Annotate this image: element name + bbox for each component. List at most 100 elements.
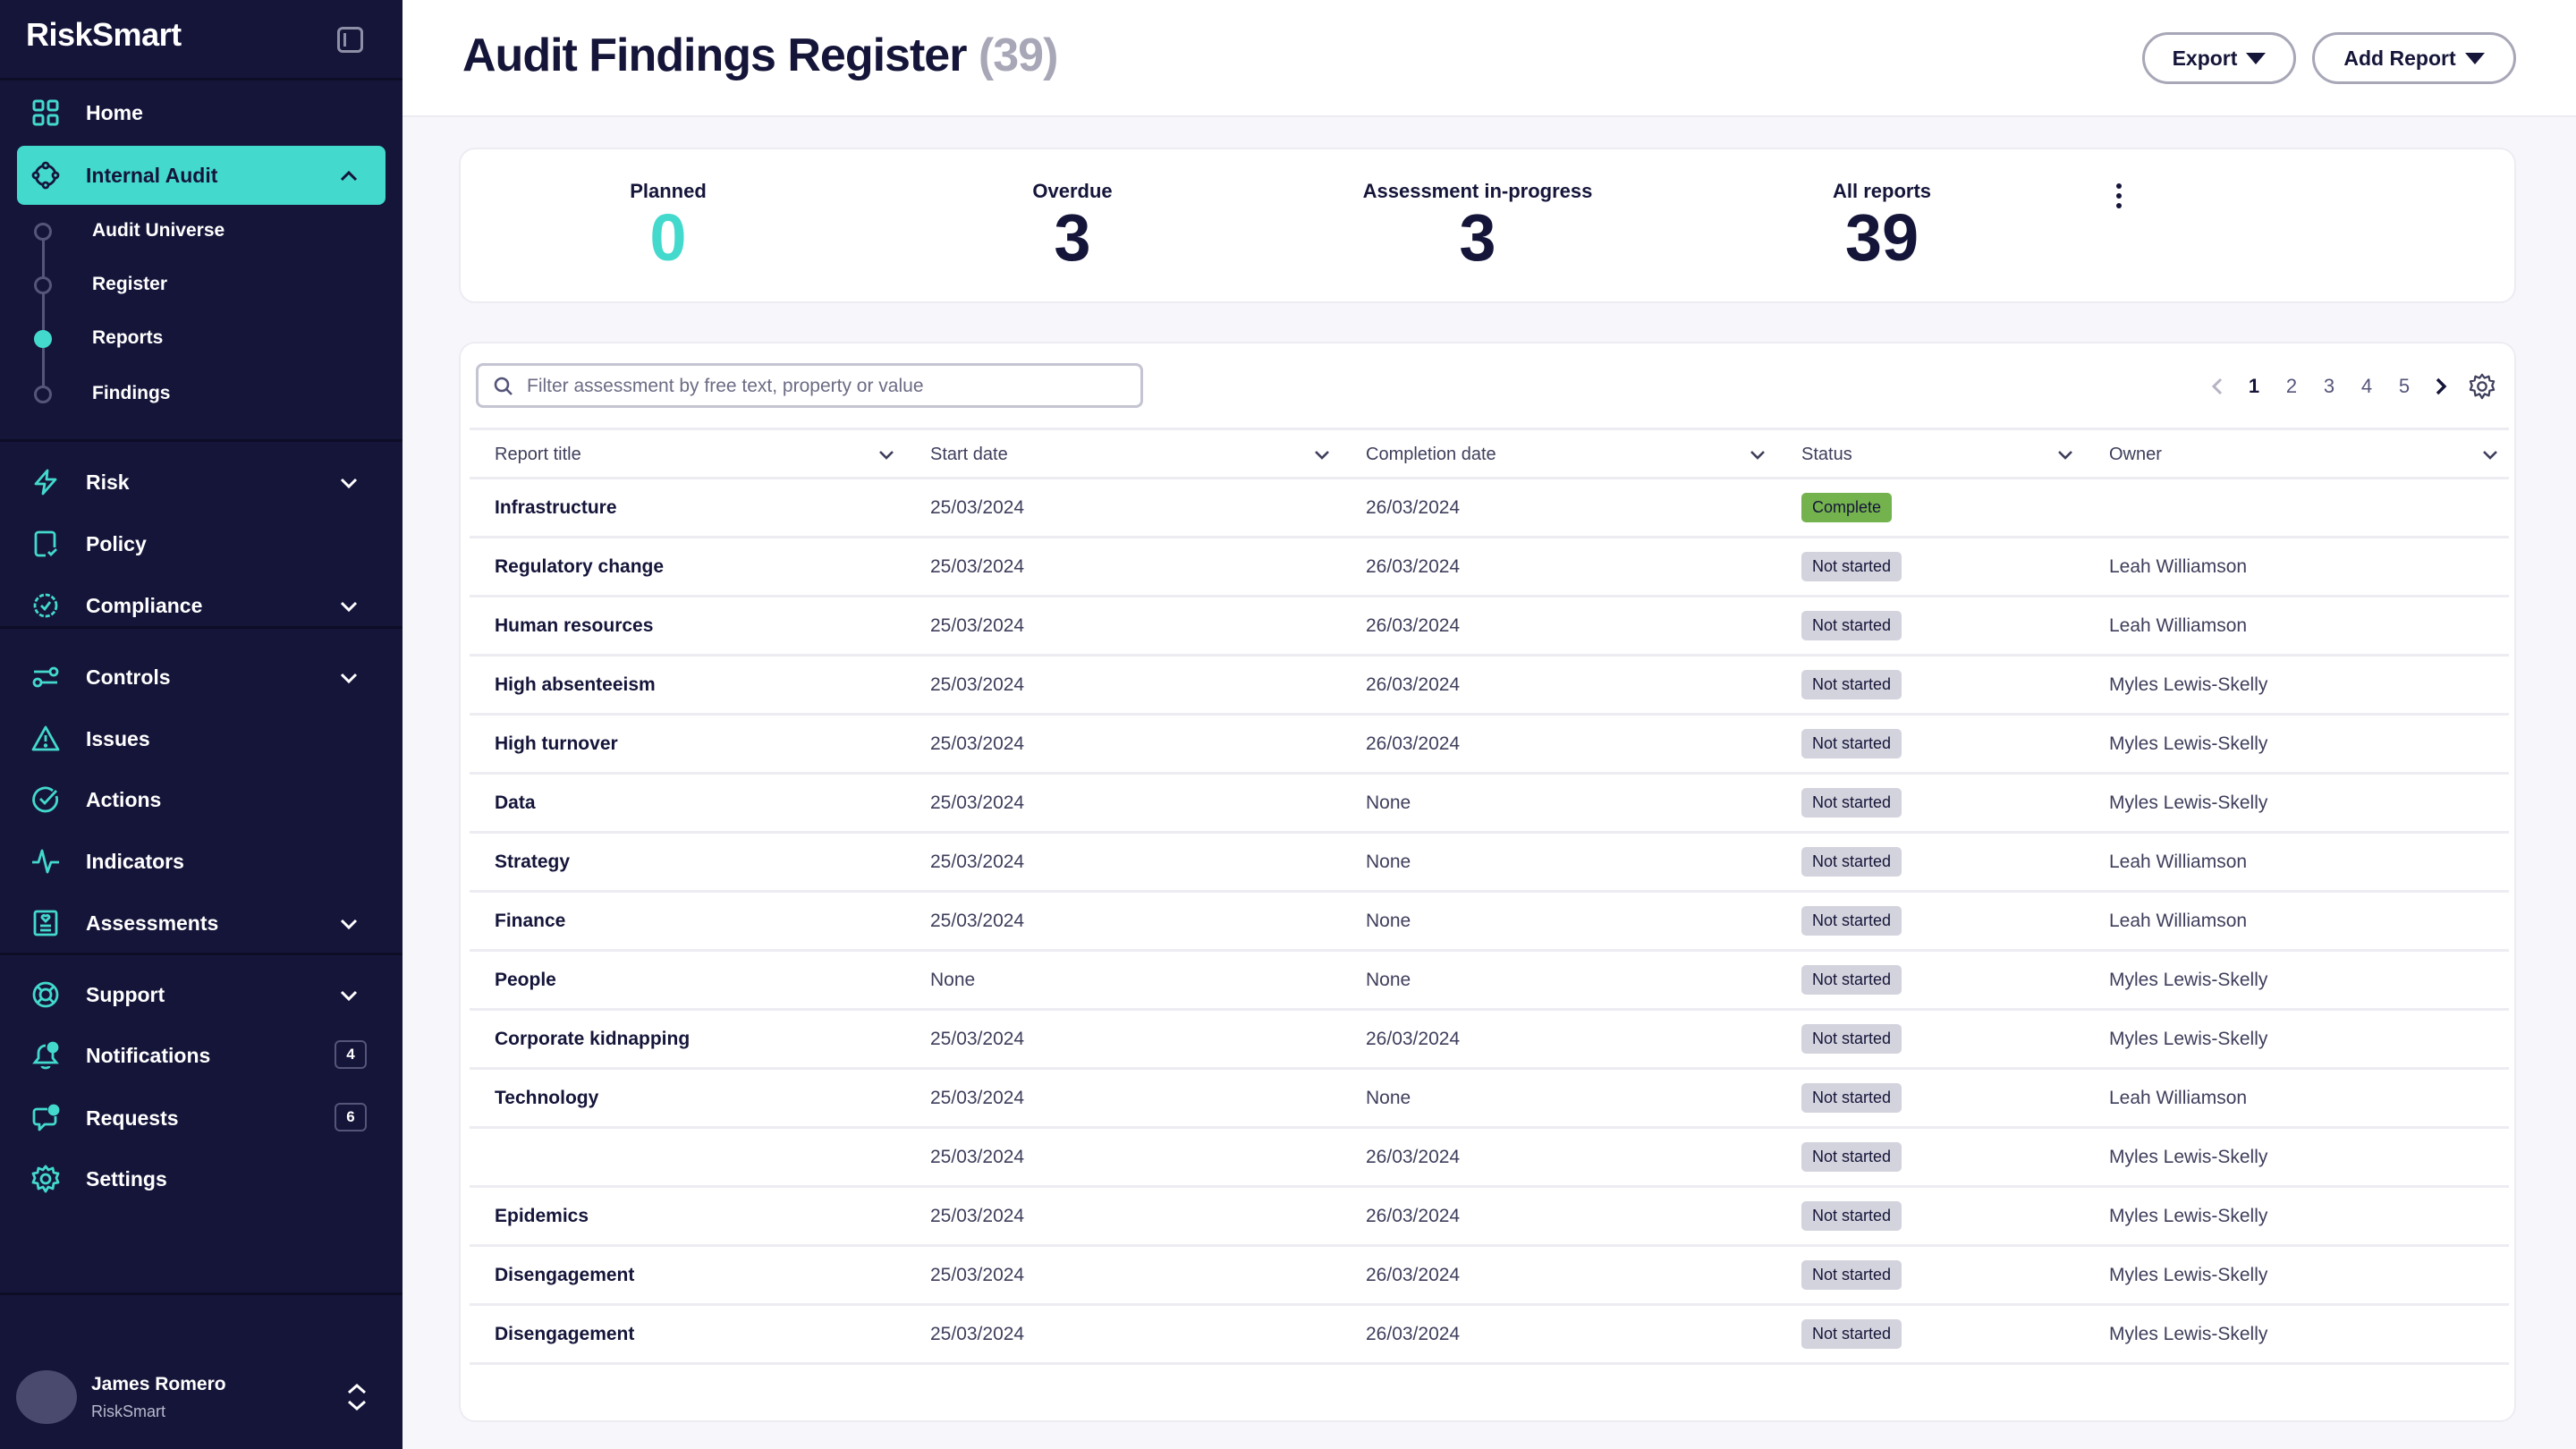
cell-report-title[interactable]: Human resources <box>495 614 654 636</box>
cell-report-title[interactable]: People <box>495 969 556 990</box>
table-row[interactable]: Infrastructure 25/03/2024 26/03/2024 Comple… <box>470 479 2509 538</box>
sidebar-item-policy[interactable]: Policy <box>17 514 386 573</box>
table-row[interactable]: Disengagement 25/03/2024 26/03/2024 Not sta… <box>470 1247 2509 1306</box>
chevron-up-down-icon[interactable] <box>345 1381 369 1413</box>
cell-status: Not started <box>1776 952 2084 1008</box>
cell-report-title[interactable]: Technology <box>495 1087 599 1108</box>
cell-completion-date: 26/03/2024 <box>1366 496 1461 518</box>
table-settings-button[interactable] <box>2464 369 2500 404</box>
table-row[interactable]: Epidemics 25/03/2024 26/03/2024 Not started… <box>470 1188 2509 1247</box>
cell-report-title[interactable]: Data <box>495 792 536 813</box>
status-badge: Not started <box>1801 965 1902 995</box>
cell-report-title[interactable]: Disengagement <box>495 1264 635 1285</box>
status-badge: Not started <box>1801 670 1902 699</box>
search-box[interactable] <box>476 363 1143 408</box>
sidebar-item-settings[interactable]: Settings <box>17 1149 386 1208</box>
cell-report-title[interactable]: Infrastructure <box>495 496 617 518</box>
stat-overdue[interactable]: Overdue 3 <box>911 180 1233 275</box>
prev-page-button[interactable] <box>2199 369 2235 404</box>
table-header: Report title Start date Completion date … <box>470 428 2509 479</box>
chevron-down-icon <box>340 601 358 613</box>
stat-label: All reports <box>1832 180 1932 202</box>
sidebar-item-internal-audit[interactable]: Internal Audit <box>17 146 386 205</box>
sidebar-item-compliance[interactable]: Compliance <box>17 576 386 635</box>
table-row[interactable]: People None None Not started Myles Lewis-Ske… <box>470 952 2509 1011</box>
sidebar-item-actions[interactable]: Actions <box>17 770 386 829</box>
table-row[interactable]: Disengagement 25/03/2024 26/03/2024 Not sta… <box>470 1306 2509 1365</box>
more-options-icon[interactable] <box>2114 183 2124 214</box>
cell-report-title[interactable]: High absenteeism <box>495 674 656 695</box>
lightning-icon <box>34 469 57 496</box>
table-row[interactable]: Regulatory change 25/03/2024 26/03/2024 Not… <box>470 538 2509 597</box>
divider <box>0 626 402 629</box>
column-header-owner[interactable]: Owner <box>2084 430 2509 479</box>
stat-all-reports[interactable]: All reports 39 <box>1721 180 2043 275</box>
table-row[interactable]: Data 25/03/2024 None Not started Myles Lewis… <box>470 775 2509 834</box>
gear-icon <box>2469 373 2496 400</box>
page-3[interactable]: 3 <box>2323 375 2335 397</box>
column-header-start-date[interactable]: Start date <box>905 430 1341 479</box>
stats-card: Planned 0 Overdue 3 Assessment in-progre… <box>459 148 2516 303</box>
table-row[interactable]: Human resources 25/03/2024 26/03/2024 Not s… <box>470 597 2509 657</box>
cell-report-title[interactable]: Corporate kidnapping <box>495 1028 691 1049</box>
table-row[interactable]: High turnover 25/03/2024 26/03/2024 Not sta… <box>470 716 2509 775</box>
sidebar-item-label: Actions <box>86 787 162 811</box>
cell-report-title[interactable]: Finance <box>495 910 566 931</box>
sidebar-item-risk[interactable]: Risk <box>17 453 386 512</box>
sidebar-item-controls[interactable]: Controls <box>17 648 386 707</box>
page-title-text: Audit Findings Register <box>462 30 967 81</box>
search-input[interactable] <box>527 373 1126 400</box>
cell-report-title[interactable]: Strategy <box>495 851 571 872</box>
cell-report-title[interactable] <box>470 1129 905 1185</box>
stat-assessment-in-progress[interactable]: Assessment in-progress 3 <box>1317 180 1639 275</box>
cell-completion-date: 26/03/2024 <box>1366 1028 1461 1049</box>
sidebar-subitem-audit-universe[interactable]: Audit Universe <box>32 209 386 254</box>
table-row[interactable]: Corporate kidnapping 25/03/2024 26/03/2024… <box>470 1011 2509 1070</box>
sidebar-subitem-label: Register <box>92 274 168 294</box>
table-row[interactable]: High absenteeism 25/03/2024 26/03/2024 Not … <box>470 657 2509 716</box>
sidebar-subitem-findings[interactable]: Findings <box>32 372 386 417</box>
sidebar-item-assessments[interactable]: Assessments <box>17 894 386 953</box>
stat-planned[interactable]: Planned 0 <box>507 180 829 275</box>
table-row[interactable]: Technology 25/03/2024 None Not started Leah … <box>470 1070 2509 1129</box>
table-row[interactable]: Strategy 25/03/2024 None Not started Leah Wi… <box>470 834 2509 893</box>
notifications-count-badge: 4 <box>335 1040 367 1069</box>
page-5[interactable]: 5 <box>2398 375 2411 397</box>
sidebar-item-indicators[interactable]: Indicators <box>17 832 386 891</box>
add-report-button[interactable]: Add Report <box>2312 32 2516 84</box>
table-row[interactable]: 25/03/2024 26/03/2024 Not started Myles Lew… <box>470 1129 2509 1188</box>
cell-completion-date: 26/03/2024 <box>1366 1205 1461 1226</box>
column-header-report-title[interactable]: Report title <box>470 430 905 479</box>
divider <box>0 1292 402 1295</box>
sidebar-subitem-reports[interactable]: Reports <box>32 317 386 361</box>
page-1[interactable]: 1 <box>2248 375 2260 397</box>
column-header-completion-date[interactable]: Completion date <box>1341 430 1776 479</box>
sidebar-subitem-register[interactable]: Register <box>32 263 386 308</box>
cell-report-title[interactable]: Epidemics <box>495 1205 589 1226</box>
pagination: 1 2 3 4 5 <box>2199 369 2500 404</box>
export-button[interactable]: Export <box>2142 32 2296 84</box>
user-menu[interactable]: James Romero RiskSmart <box>0 1342 402 1449</box>
page-2[interactable]: 2 <box>2285 375 2298 397</box>
sidebar-item-home[interactable]: Home <box>17 83 386 142</box>
badge-check-icon <box>33 593 58 618</box>
lifebuoy-icon <box>32 981 59 1008</box>
status-badge: Not started <box>1801 1201 1902 1231</box>
sidebar-item-requests[interactable]: Requests 6 <box>17 1089 386 1148</box>
page-4[interactable]: 4 <box>2360 375 2373 397</box>
cell-report-title[interactable]: High turnover <box>495 733 618 754</box>
status-badge: Not started <box>1801 611 1902 640</box>
cell-report-title[interactable]: Disengagement <box>495 1323 635 1344</box>
column-header-status[interactable]: Status <box>1776 430 2084 479</box>
sidebar-collapse-icon[interactable] <box>337 27 363 53</box>
next-page-button[interactable] <box>2423 369 2459 404</box>
cell-report-title[interactable]: Regulatory change <box>495 555 665 577</box>
sidebar-item-support[interactable]: Support <box>17 965 386 1024</box>
app-logo: RiskSmart <box>26 16 182 53</box>
cell-owner: Leah Williamson <box>2109 614 2248 636</box>
cell-owner: Myles Lewis-Skelly <box>2109 733 2268 754</box>
sidebar-item-issues[interactable]: Issues <box>17 709 386 768</box>
table-body: Infrastructure 25/03/2024 26/03/2024 Comple… <box>470 479 2509 1365</box>
table-row[interactable]: Finance 25/03/2024 None Not started Leah Wil… <box>470 893 2509 952</box>
sidebar-item-notifications[interactable]: Notifications 4 <box>17 1026 386 1085</box>
